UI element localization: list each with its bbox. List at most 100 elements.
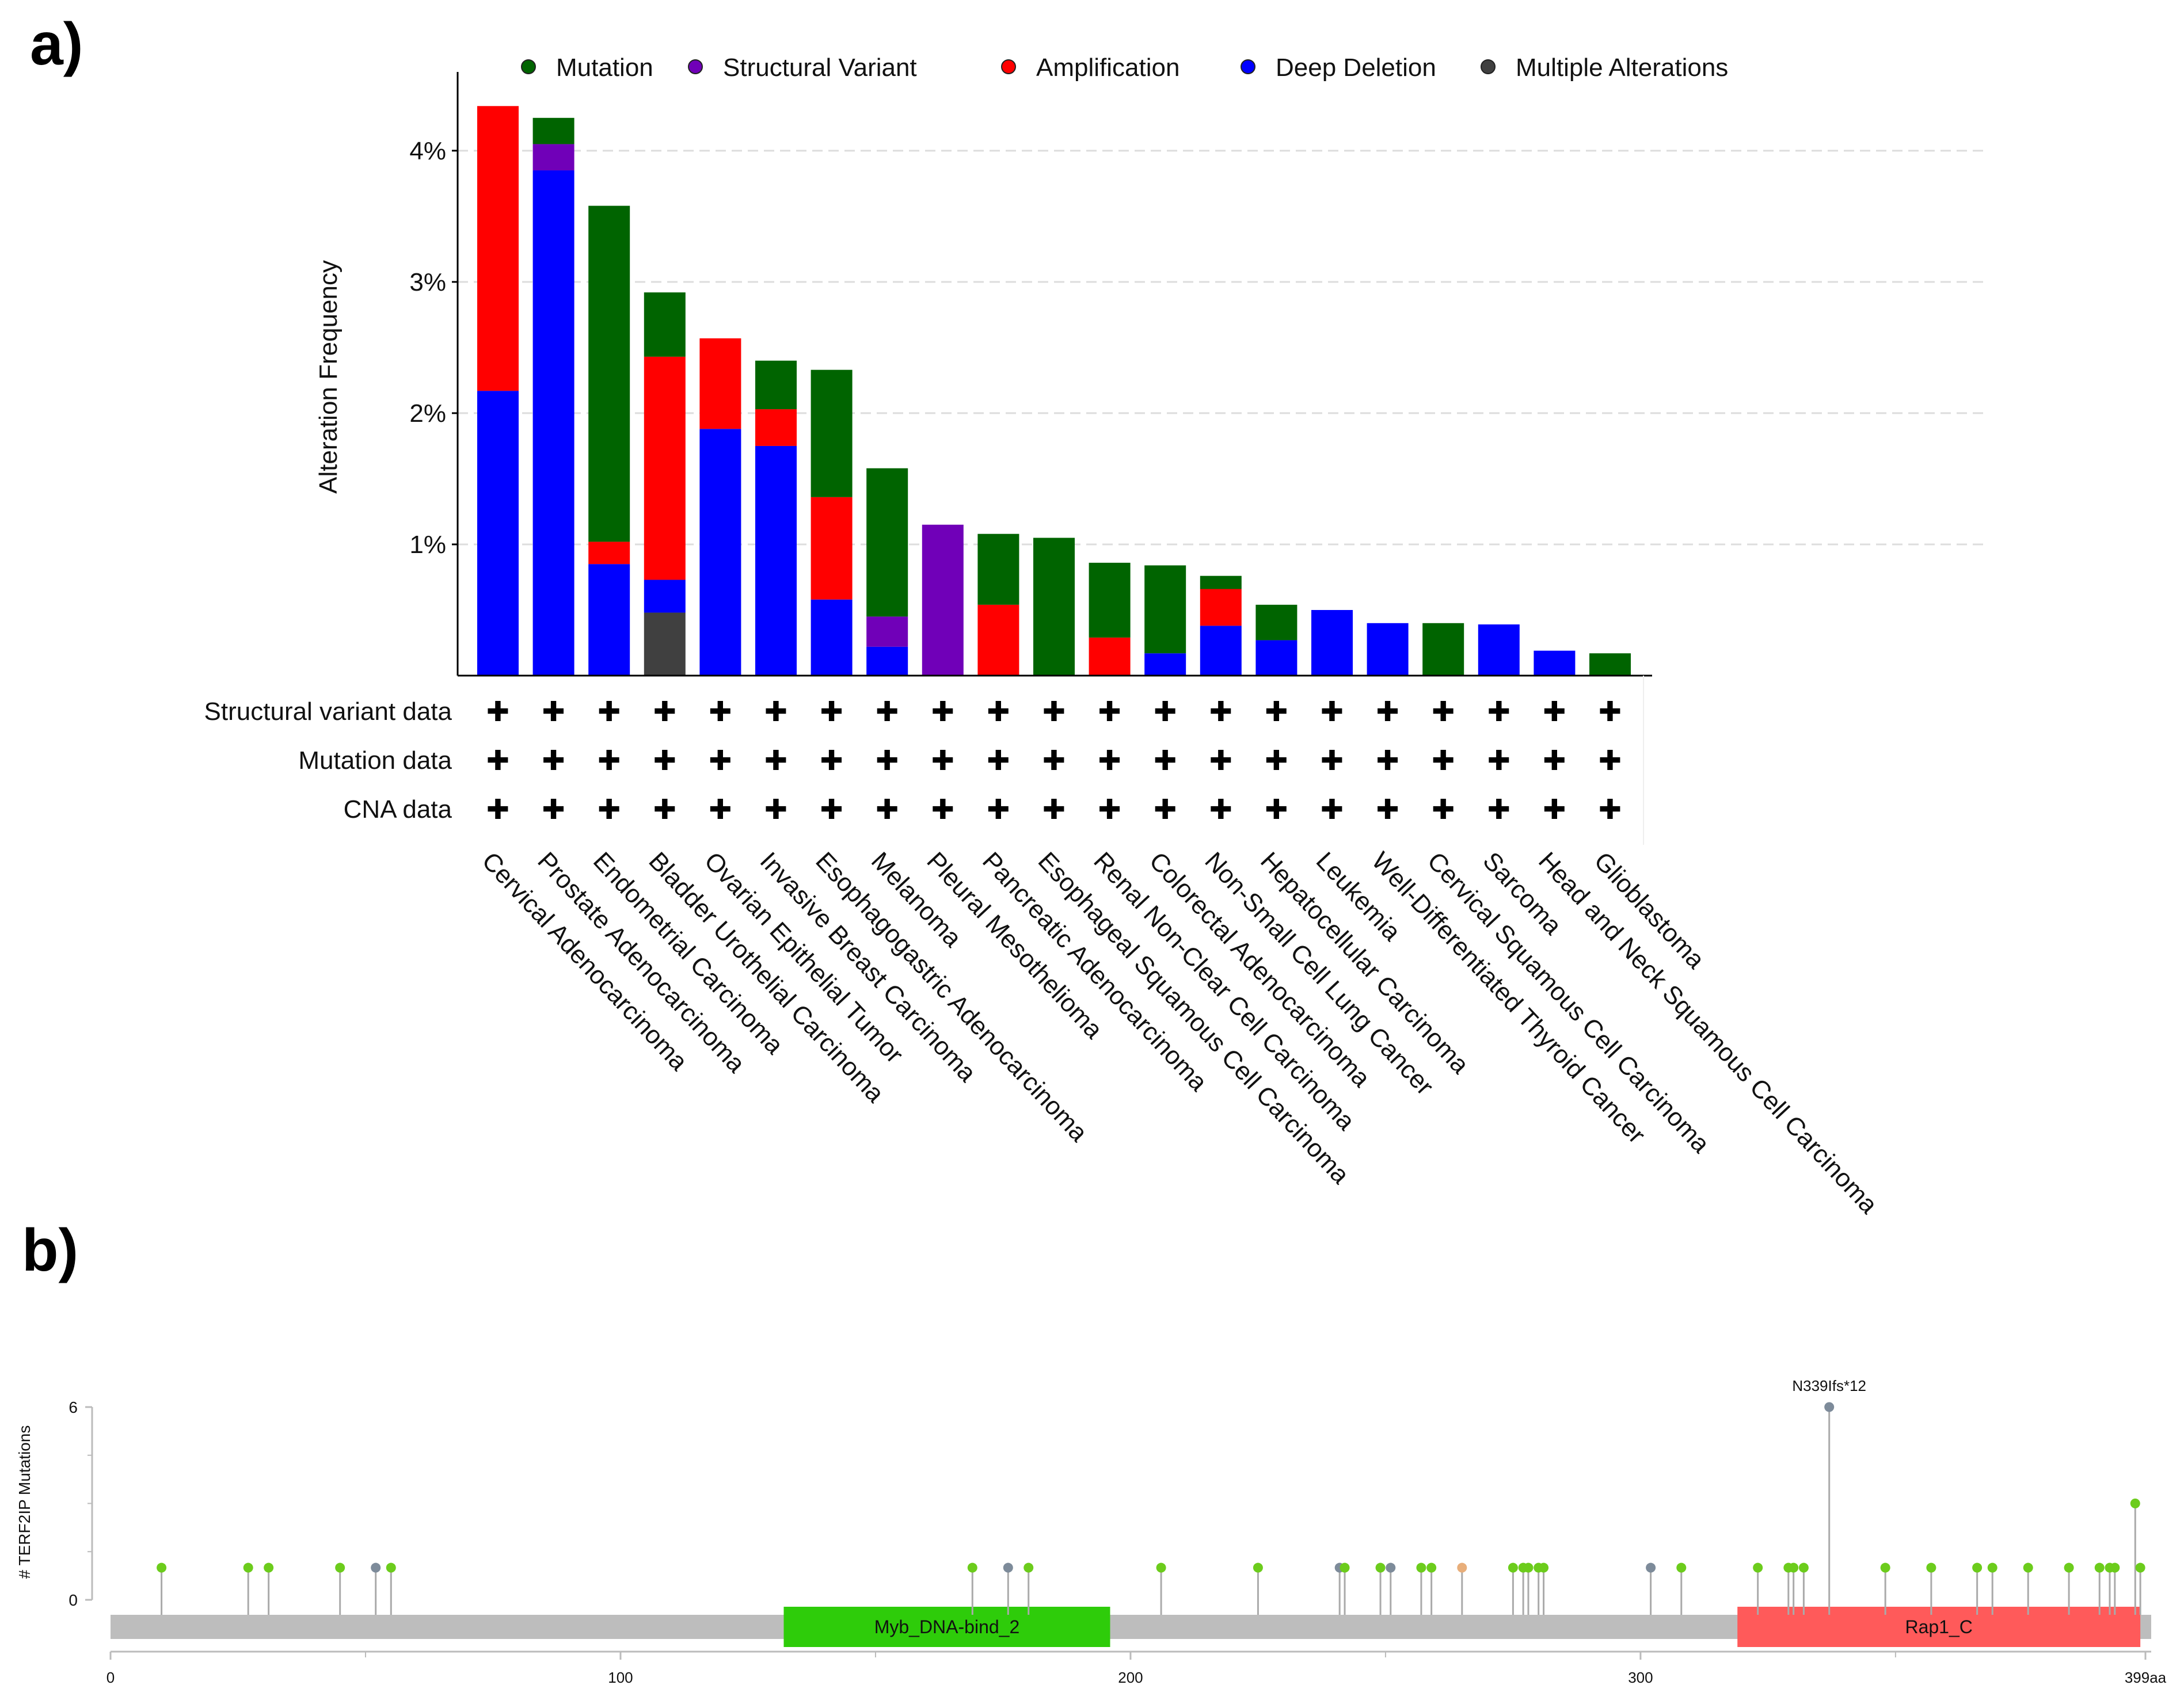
- lollipops: N339Ifs*12: [157, 1377, 2145, 1615]
- panel-b-label: b): [22, 1217, 78, 1284]
- data-available-marker: ✚: [1098, 745, 1121, 777]
- lollipop-head: [1426, 1562, 1437, 1573]
- legend-label: Mutation: [556, 54, 653, 82]
- data-available-marker: ✚: [1543, 794, 1566, 826]
- alteration-frequency-chart: Mutation Structural Variant Amplification D…: [204, 54, 1986, 1219]
- data-available-marker: ✚: [1543, 696, 1566, 728]
- bar-segment: [1255, 640, 1298, 676]
- bar-segment: [1422, 623, 1464, 676]
- data-available-marker: ✚: [987, 745, 1010, 777]
- data-available-marker: ✚: [1487, 696, 1510, 728]
- bar-segment: [811, 599, 853, 676]
- bar-segment: [1589, 653, 1631, 676]
- lollipop-head: [1926, 1562, 1936, 1573]
- lollipop-head: [1375, 1562, 1386, 1573]
- y-ticks: 1% 2% 3% 4%: [409, 137, 458, 559]
- lollipop-head: [335, 1562, 345, 1573]
- bar-segment: [1144, 653, 1186, 676]
- lollipop-head: [1880, 1562, 1890, 1573]
- data-available-marker: ✚: [709, 696, 732, 728]
- lollipop-head: [1987, 1562, 1997, 1573]
- data-available-marker: ✚: [987, 696, 1010, 728]
- y-axis-label: # TERF2IP Mutations: [16, 1425, 33, 1579]
- data-available-marker: ✚: [542, 794, 565, 826]
- data-available-marker: ✚: [486, 794, 509, 826]
- legend-label: Amplification: [1036, 54, 1179, 82]
- data-available-marker: ✚: [1098, 696, 1121, 728]
- bar-segment: [866, 468, 908, 617]
- data-available-marker: ✚: [1599, 745, 1622, 777]
- protein-backbone: Myb_DNA-bind_2 Rap1_C: [111, 1607, 2151, 1647]
- legend: Mutation Structural Variant Amplification D…: [521, 54, 1728, 82]
- x-tick-label: 100: [608, 1669, 633, 1686]
- x-tick-label: 200: [1118, 1669, 1143, 1686]
- data-available-marker: ✚: [1376, 794, 1399, 826]
- data-available-marker: ✚: [931, 745, 954, 777]
- data-available-marker: ✚: [1321, 794, 1344, 826]
- data-available-marker: ✚: [1599, 794, 1622, 826]
- data-available-marker: ✚: [653, 745, 676, 777]
- data-available-marker: ✚: [1042, 696, 1066, 728]
- data-available-marker: ✚: [1432, 794, 1455, 826]
- bar-segment: [644, 292, 686, 357]
- lollipop-head: [2094, 1562, 2105, 1573]
- data-available-marker: ✚: [486, 696, 509, 728]
- data-availability-rows: Structural variant data ✚ ✚ ✚ ✚ ✚ ✚ ✚ ✚ ✚ ✚ ✚ ✚ ✚ ✚ ✚ ✚ ✚…: [204, 696, 1622, 826]
- lollipop-head: [264, 1562, 274, 1573]
- bar-segment: [699, 338, 741, 429]
- bar-segment: [1255, 604, 1298, 641]
- lollipop-head: [2064, 1562, 2074, 1573]
- data-available-marker: ✚: [1098, 794, 1121, 826]
- lollipop-head: [1457, 1562, 1467, 1573]
- bar-segment: [977, 533, 1019, 605]
- lollipop-head: [1646, 1562, 1656, 1573]
- mutation-annotation: N339Ifs*12: [1792, 1377, 1866, 1394]
- lollipop-head: [1023, 1562, 1034, 1573]
- lollipop-head: [2130, 1499, 2140, 1508]
- data-available-marker: ✚: [1487, 794, 1510, 826]
- bar-segment: [866, 646, 908, 676]
- y-ticks: 06: [69, 1398, 92, 1609]
- data-available-marker: ✚: [1321, 696, 1344, 728]
- legend-marker: [1481, 59, 1496, 74]
- lollipop-head: [1676, 1562, 1687, 1573]
- bar-segment: [811, 497, 853, 600]
- legend-label: Multiple Alterations: [1516, 54, 1728, 82]
- data-available-marker: ✚: [598, 696, 621, 728]
- data-available-marker: ✚: [653, 794, 676, 826]
- gridlines: [458, 150, 1986, 546]
- data-available-marker: ✚: [1209, 745, 1232, 777]
- lollipop-head: [2023, 1562, 2033, 1573]
- data-available-marker: ✚: [764, 745, 787, 777]
- data-available-marker: ✚: [876, 696, 899, 728]
- bar-segment: [1311, 609, 1353, 676]
- bar-segment: [532, 117, 574, 144]
- mutation-lollipop-plot: # TERF2IP Mutations 06 Myb_DNA-bind_2 Rap…: [16, 1377, 2167, 1686]
- data-available-marker: ✚: [820, 696, 843, 728]
- bar-segment: [1200, 575, 1242, 589]
- data-available-marker: ✚: [1432, 745, 1455, 777]
- data-available-marker: ✚: [1042, 745, 1066, 777]
- bar-segment: [922, 524, 964, 676]
- data-available-marker: ✚: [1432, 696, 1455, 728]
- lollipop-head: [1523, 1562, 1534, 1573]
- legend-label: Deep Deletion: [1276, 54, 1436, 82]
- y-axis-label: Alteration Frequency: [314, 260, 343, 494]
- row-label: CNA data: [344, 795, 452, 824]
- panel-a-label: a): [30, 11, 83, 78]
- lollipop-head: [371, 1562, 381, 1573]
- bar-segment: [755, 360, 797, 410]
- domain-label: Myb_DNA-bind_2: [874, 1617, 1020, 1637]
- data-available-marker: ✚: [1154, 794, 1177, 826]
- bar-segment: [755, 445, 797, 676]
- lollipop-head: [157, 1562, 167, 1573]
- data-available-marker: ✚: [598, 745, 621, 777]
- legend-label: Structural Variant: [723, 54, 917, 82]
- legend-marker: [1001, 59, 1016, 74]
- bar-segment: [532, 170, 574, 676]
- data-available-marker: ✚: [486, 745, 509, 777]
- lollipop-head: [1798, 1562, 1809, 1573]
- row-label: Structural variant data: [204, 697, 452, 726]
